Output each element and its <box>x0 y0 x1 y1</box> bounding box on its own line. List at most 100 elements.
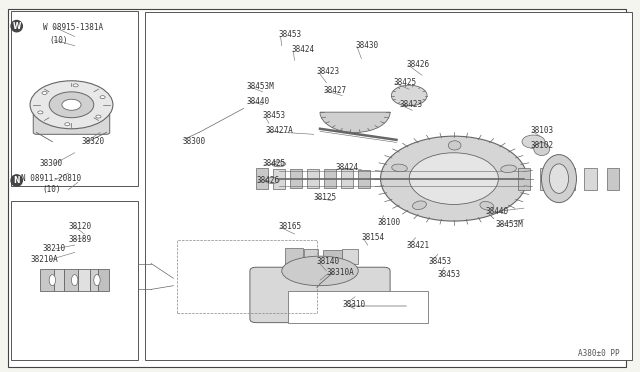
Text: 38424: 38424 <box>291 45 314 54</box>
Text: 38453: 38453 <box>428 257 451 266</box>
Ellipse shape <box>549 164 568 193</box>
Bar <box>54 269 65 291</box>
Circle shape <box>65 123 70 126</box>
Text: 38423: 38423 <box>399 100 423 109</box>
Ellipse shape <box>412 201 426 209</box>
Ellipse shape <box>500 165 516 173</box>
Text: 38421: 38421 <box>406 241 429 250</box>
Circle shape <box>522 135 545 148</box>
Circle shape <box>409 153 499 205</box>
Text: 38426: 38426 <box>256 176 280 185</box>
Text: (10): (10) <box>43 185 61 194</box>
Text: (10): (10) <box>49 36 68 45</box>
Circle shape <box>38 111 43 114</box>
Text: 38453: 38453 <box>278 30 301 39</box>
Text: 38453: 38453 <box>438 270 461 279</box>
Text: W 08915-1381A: W 08915-1381A <box>43 23 103 32</box>
Bar <box>288 291 428 323</box>
Bar <box>273 169 285 189</box>
Bar <box>11 11 138 186</box>
Text: 38210A: 38210A <box>30 255 58 264</box>
Circle shape <box>392 85 427 106</box>
Text: N: N <box>13 176 20 185</box>
Bar <box>562 167 575 190</box>
Text: 38320: 38320 <box>81 137 104 146</box>
Text: 38154: 38154 <box>362 233 385 242</box>
Bar <box>342 249 358 263</box>
Ellipse shape <box>271 161 285 167</box>
Circle shape <box>73 84 78 87</box>
Text: 38125: 38125 <box>314 193 337 202</box>
Text: A380±0 PP: A380±0 PP <box>578 349 620 358</box>
Bar <box>324 169 336 188</box>
Text: 38440: 38440 <box>486 207 509 217</box>
Wedge shape <box>320 112 390 132</box>
Text: N 08911-20810: N 08911-20810 <box>20 174 81 183</box>
Text: 38427: 38427 <box>323 86 346 94</box>
Circle shape <box>49 92 94 118</box>
Ellipse shape <box>72 275 78 286</box>
Ellipse shape <box>94 275 100 286</box>
Bar <box>145 13 632 359</box>
Bar <box>584 167 597 190</box>
FancyBboxPatch shape <box>250 267 390 323</box>
Ellipse shape <box>265 177 279 183</box>
Text: 38424: 38424 <box>336 163 359 172</box>
Bar <box>90 269 98 291</box>
Bar <box>256 169 268 189</box>
Ellipse shape <box>49 275 56 286</box>
Text: 38300: 38300 <box>183 137 206 146</box>
Text: 38425: 38425 <box>262 159 286 169</box>
Circle shape <box>42 92 47 94</box>
Text: 38310A: 38310A <box>326 268 354 277</box>
Bar <box>304 249 318 263</box>
Text: 38430: 38430 <box>355 41 378 50</box>
Bar <box>307 169 319 188</box>
Ellipse shape <box>392 164 407 172</box>
Bar <box>518 167 531 190</box>
Bar <box>358 170 370 187</box>
Bar <box>11 201 138 359</box>
Text: 38453M: 38453M <box>495 220 523 229</box>
Bar <box>98 269 109 291</box>
Bar <box>40 269 54 291</box>
Text: 38140: 38140 <box>317 257 340 266</box>
Ellipse shape <box>541 155 577 203</box>
Bar <box>607 167 620 190</box>
Ellipse shape <box>282 256 358 286</box>
Ellipse shape <box>534 142 550 155</box>
FancyBboxPatch shape <box>33 110 109 134</box>
Text: 38102: 38102 <box>531 141 554 150</box>
Circle shape <box>96 115 101 118</box>
Text: 38440: 38440 <box>246 97 270 106</box>
Text: 38210: 38210 <box>43 244 66 253</box>
Text: 38103: 38103 <box>531 126 554 135</box>
Bar <box>540 167 552 190</box>
Bar <box>65 269 79 291</box>
Circle shape <box>381 136 527 221</box>
Text: W: W <box>13 22 21 31</box>
Bar <box>341 169 353 188</box>
Bar <box>177 240 317 313</box>
Text: 38120: 38120 <box>68 222 92 231</box>
Bar <box>323 250 342 263</box>
Bar <box>291 169 301 188</box>
Text: 38189: 38189 <box>68 235 92 244</box>
Circle shape <box>30 81 113 129</box>
Circle shape <box>100 96 105 99</box>
Text: 38300: 38300 <box>40 159 63 169</box>
Text: 38423: 38423 <box>317 67 340 76</box>
Text: 38425: 38425 <box>394 78 417 87</box>
Text: 38310: 38310 <box>342 300 365 309</box>
Ellipse shape <box>480 202 494 210</box>
Text: 38453: 38453 <box>262 111 286 121</box>
Bar <box>285 248 303 264</box>
Ellipse shape <box>275 163 282 165</box>
Text: 38100: 38100 <box>378 218 401 227</box>
Ellipse shape <box>448 141 461 150</box>
Text: 38165: 38165 <box>278 222 301 231</box>
Text: 38453M: 38453M <box>246 82 275 91</box>
Text: 38426: 38426 <box>406 60 429 69</box>
Text: 38427A: 38427A <box>266 126 294 135</box>
Bar <box>79 269 90 291</box>
